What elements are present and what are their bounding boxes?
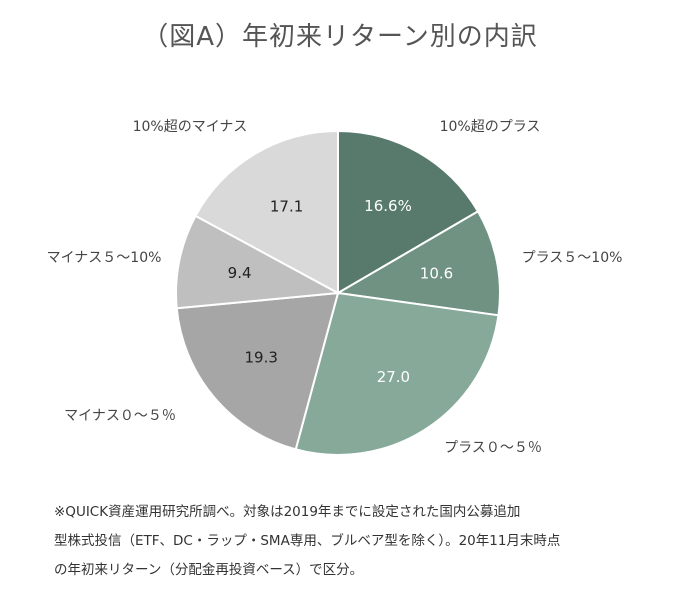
pie-value-labels: 16.6% 10.6 27.0 19.3 9.4 17.1 bbox=[228, 197, 454, 386]
pie-value-label-1: 16.6% bbox=[364, 197, 412, 215]
pie-category-label-1: 10%超のプラス bbox=[440, 119, 541, 135]
pie-category-label-6: 10%超のマイナス bbox=[133, 119, 248, 135]
pie-value-label-6: 17.1 bbox=[270, 198, 303, 216]
pie-category-label-3: プラス０～５％ bbox=[444, 440, 542, 456]
pie-slices bbox=[175, 129, 501, 456]
pie-slice-6 bbox=[194, 129, 339, 295]
pie-category-label-2: プラス５～10% bbox=[522, 250, 623, 266]
pie-slice-1 bbox=[337, 129, 480, 295]
footnote-line-2: 型株式投信（ETF、DC・ラップ・SMA専用、ブルベア型を除く）。20年11月末… bbox=[54, 533, 561, 549]
footnote: ※QUICK資産運用研究所調べ。対象は2019年までに設定された国内公募追加 型… bbox=[54, 498, 664, 585]
pie-slice-4 bbox=[175, 291, 340, 451]
pie-value-label-4: 19.3 bbox=[244, 349, 277, 367]
pie-slice-2 bbox=[334, 210, 501, 317]
pie-category-label-4: マイナス０～５％ bbox=[64, 408, 176, 424]
pie-value-label-3: 27.0 bbox=[377, 368, 410, 386]
footnote-line-3: の年初来リターン（分配金再投資ベース）で区分。 bbox=[54, 562, 364, 578]
footnote-line-1: ※QUICK資産運用研究所調べ。対象は2019年までに設定された国内公募追加 bbox=[54, 504, 521, 520]
chart-title: （図A）年初来リターン別の内訳 bbox=[142, 22, 538, 52]
pie-value-label-5: 9.4 bbox=[228, 264, 252, 282]
pie-value-label-2: 10.6 bbox=[420, 265, 453, 283]
pie-slice-5 bbox=[175, 214, 342, 310]
pie-category-label-5: マイナス５～10% bbox=[47, 250, 162, 266]
pie-slice-3 bbox=[294, 291, 500, 456]
